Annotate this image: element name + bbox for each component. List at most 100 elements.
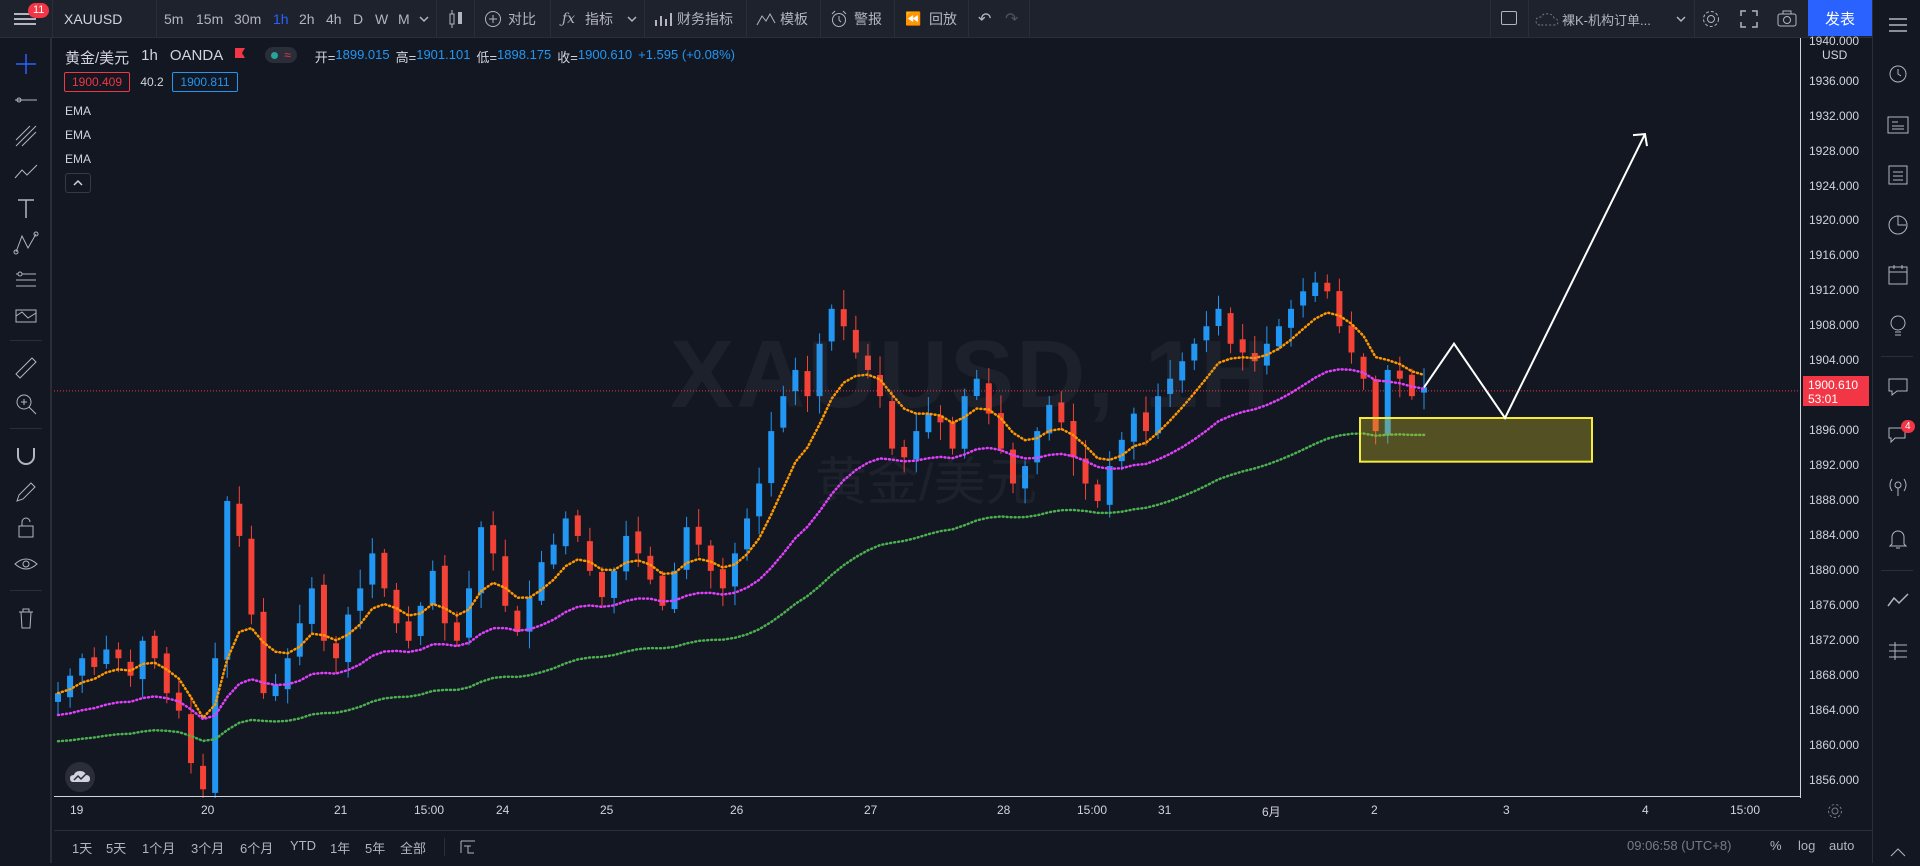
- timeframe-1h[interactable]: 1h: [273, 11, 289, 27]
- timeframe-m[interactable]: M: [398, 11, 410, 27]
- text-icon[interactable]: [12, 194, 40, 222]
- data-delay-icon: ≈: [284, 48, 291, 62]
- ema-legend-3[interactable]: EMA: [65, 152, 92, 166]
- trash-icon[interactable]: [12, 604, 40, 632]
- range-ytd[interactable]: YTD: [290, 838, 316, 853]
- expand-panel-icon[interactable]: [1885, 840, 1911, 866]
- chat-icon[interactable]: [1885, 374, 1911, 400]
- candle-body: [405, 621, 412, 641]
- notifications-bell-icon[interactable]: [1885, 526, 1911, 552]
- lock-icon[interactable]: [12, 514, 40, 542]
- publish-button[interactable]: 发表: [1808, 0, 1872, 36]
- candle-body: [864, 355, 871, 370]
- order-panel-icon[interactable]: [1885, 588, 1911, 614]
- price-axis[interactable]: [1800, 38, 1872, 798]
- bid-price[interactable]: 1900.409: [64, 72, 130, 92]
- pitchfork-icon[interactable]: [12, 122, 40, 150]
- cloud-logo-icon: [70, 771, 90, 782]
- candle-body: [816, 343, 823, 397]
- candle-body: [1348, 325, 1355, 353]
- indicators-button[interactable]: 指标: [585, 11, 613, 27]
- collapse-legend-button[interactable]: [65, 173, 91, 193]
- camera-icon[interactable]: [1777, 10, 1797, 28]
- fullscreen-icon[interactable]: [1740, 10, 1758, 28]
- undo-icon[interactable]: ↶: [978, 11, 992, 28]
- range-5d[interactable]: 5天: [106, 841, 127, 856]
- candle-body: [466, 588, 473, 638]
- chevron-down-icon[interactable]: [419, 15, 429, 23]
- timeframe-2h[interactable]: 2h: [299, 11, 315, 27]
- candle-body: [1142, 412, 1149, 432]
- pie-icon[interactable]: [1885, 212, 1911, 238]
- timeframe-15m[interactable]: 15m: [196, 11, 224, 27]
- price-chart[interactable]: [54, 38, 1800, 798]
- range-1m[interactable]: 1个月: [142, 841, 176, 856]
- compare-button[interactable]: 对比: [508, 11, 536, 27]
- eye-icon[interactable]: [12, 550, 40, 578]
- timeframe-4h[interactable]: 4h: [326, 11, 342, 27]
- time-axis[interactable]: [54, 796, 1800, 824]
- market-status-pill[interactable]: ≈: [265, 47, 297, 63]
- replay-button[interactable]: 回放: [929, 11, 957, 27]
- trend-line-icon[interactable]: [12, 86, 40, 114]
- templates-button[interactable]: 模板: [780, 11, 808, 27]
- candles-icon[interactable]: [446, 9, 466, 29]
- pencil-lock-icon[interactable]: [12, 478, 40, 506]
- timeframe-d[interactable]: D: [353, 11, 364, 27]
- timeframe-w[interactable]: W: [375, 11, 389, 27]
- news-icon[interactable]: [1885, 112, 1911, 138]
- flag-icon[interactable]: [233, 47, 247, 61]
- magnet-icon[interactable]: [12, 442, 40, 470]
- financials-button[interactable]: 财务指标: [677, 11, 733, 27]
- clock[interactable]: 09:06:58 (UTC+8): [1627, 838, 1732, 853]
- price-tick-label: 1884.000: [1809, 527, 1860, 542]
- idea-bulb-icon[interactable]: [1885, 312, 1911, 338]
- pattern-icon[interactable]: [12, 230, 40, 258]
- candle-body: [1009, 449, 1016, 484]
- timeframe-30m[interactable]: 30m: [234, 11, 262, 27]
- menu-icon[interactable]: [14, 10, 36, 28]
- redo-icon[interactable]: ↷: [1005, 11, 1019, 28]
- auto-toggle[interactable]: auto: [1829, 838, 1855, 853]
- candle-body: [453, 622, 460, 641]
- chevron-down-icon[interactable]: [1676, 15, 1686, 23]
- range-1d[interactable]: 1天: [72, 841, 93, 856]
- range-1y[interactable]: 1年: [330, 841, 351, 856]
- candle-body: [707, 545, 714, 571]
- alarm-icon[interactable]: [1885, 60, 1911, 86]
- range-all[interactable]: 全部: [400, 841, 427, 856]
- gear-icon[interactable]: [1701, 9, 1721, 29]
- price-tick-label: 1904.000: [1809, 353, 1860, 368]
- log-toggle[interactable]: log: [1798, 838, 1816, 853]
- candle-body: [1046, 404, 1053, 434]
- goto-date-icon[interactable]: [459, 838, 477, 856]
- stream-icon[interactable]: [1885, 474, 1911, 500]
- hotlist-icon[interactable]: [1885, 162, 1911, 188]
- alerts-button[interactable]: 警报: [854, 11, 882, 27]
- ruler-icon[interactable]: [12, 354, 40, 382]
- layout-name[interactable]: 裸K-机构订单...: [1562, 12, 1651, 28]
- range-5y[interactable]: 5年: [365, 841, 386, 856]
- icons-tool-icon[interactable]: [12, 302, 40, 330]
- percent-toggle[interactable]: %: [1770, 838, 1782, 853]
- watchlist-icon[interactable]: [1885, 12, 1911, 38]
- chevron-down-icon[interactable]: [627, 15, 637, 23]
- ema-legend-1[interactable]: EMA: [65, 104, 92, 118]
- crosshair-icon[interactable]: [12, 50, 40, 78]
- candle-body: [417, 605, 424, 636]
- ema-legend-2[interactable]: EMA: [65, 128, 92, 142]
- timeframe-5m[interactable]: 5m: [164, 11, 184, 27]
- range-6m[interactable]: 6个月: [240, 841, 274, 856]
- brush-icon[interactable]: [12, 158, 40, 186]
- dom-icon[interactable]: [1885, 638, 1911, 664]
- symbol-search[interactable]: XAUUSD: [64, 11, 123, 27]
- symbol-name[interactable]: 黄金/美元: [65, 50, 130, 67]
- ask-price[interactable]: 1900.811: [172, 72, 238, 92]
- tradingview-logo[interactable]: [65, 762, 95, 792]
- axis-settings-icon[interactable]: [1827, 803, 1843, 819]
- layout-grid-icon[interactable]: [1501, 11, 1517, 25]
- zoom-in-icon[interactable]: [12, 390, 40, 418]
- calendar-icon[interactable]: [1885, 262, 1911, 288]
- range-3m[interactable]: 3个月: [191, 841, 225, 856]
- forecast-icon[interactable]: [12, 266, 40, 294]
